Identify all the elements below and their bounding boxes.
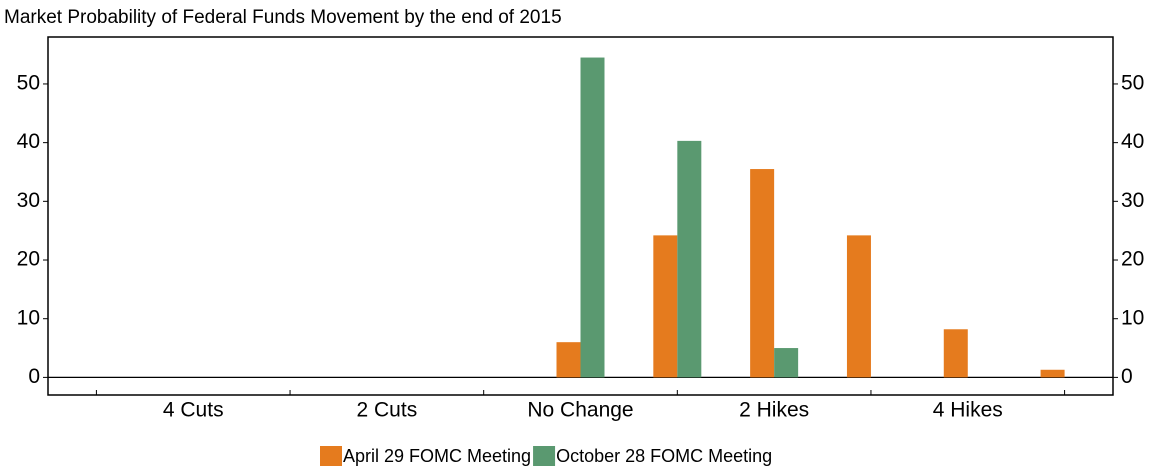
- plot-frame: [47, 36, 1114, 396]
- x-tick-label: 4 Hikes: [933, 399, 1003, 422]
- x-tick-label: 2 Cuts: [357, 399, 418, 422]
- y2-tick-label: 30: [1121, 189, 1144, 212]
- chart-title: Market Probability of Federal Funds Move…: [4, 7, 562, 28]
- y-tick-label: 50: [17, 71, 40, 94]
- bar: [774, 348, 799, 378]
- x-tick-label: No Change: [527, 399, 633, 422]
- y-tick-label: 10: [17, 306, 40, 329]
- x-tick-label: 4 Cuts: [163, 399, 224, 422]
- legend-label: April 29 FOMC Meeting: [343, 446, 531, 466]
- legend-swatch: [533, 446, 556, 466]
- bar: [677, 140, 702, 378]
- y-tick-label: 20: [17, 248, 40, 271]
- bar: [580, 57, 605, 378]
- y2-tick-label: 40: [1121, 130, 1144, 153]
- bar: [750, 169, 775, 378]
- y-tick-label: 0: [28, 365, 40, 388]
- y2-tick-label: 0: [1121, 365, 1133, 388]
- bar: [846, 235, 871, 378]
- bar: [1040, 369, 1065, 378]
- y2-tick-label: 20: [1121, 248, 1144, 271]
- bar: [943, 329, 968, 378]
- legend-label: October 28 FOMC Meeting: [556, 446, 772, 466]
- y-tick-label: 40: [17, 130, 40, 153]
- legend-swatch: [320, 446, 342, 466]
- bar: [653, 235, 678, 378]
- y-tick-label: 30: [17, 189, 40, 212]
- x-tick-label: 2 Hikes: [739, 399, 809, 422]
- y2-tick-label: 50: [1121, 71, 1144, 94]
- bar: [556, 342, 581, 378]
- y2-tick-label: 10: [1121, 306, 1144, 329]
